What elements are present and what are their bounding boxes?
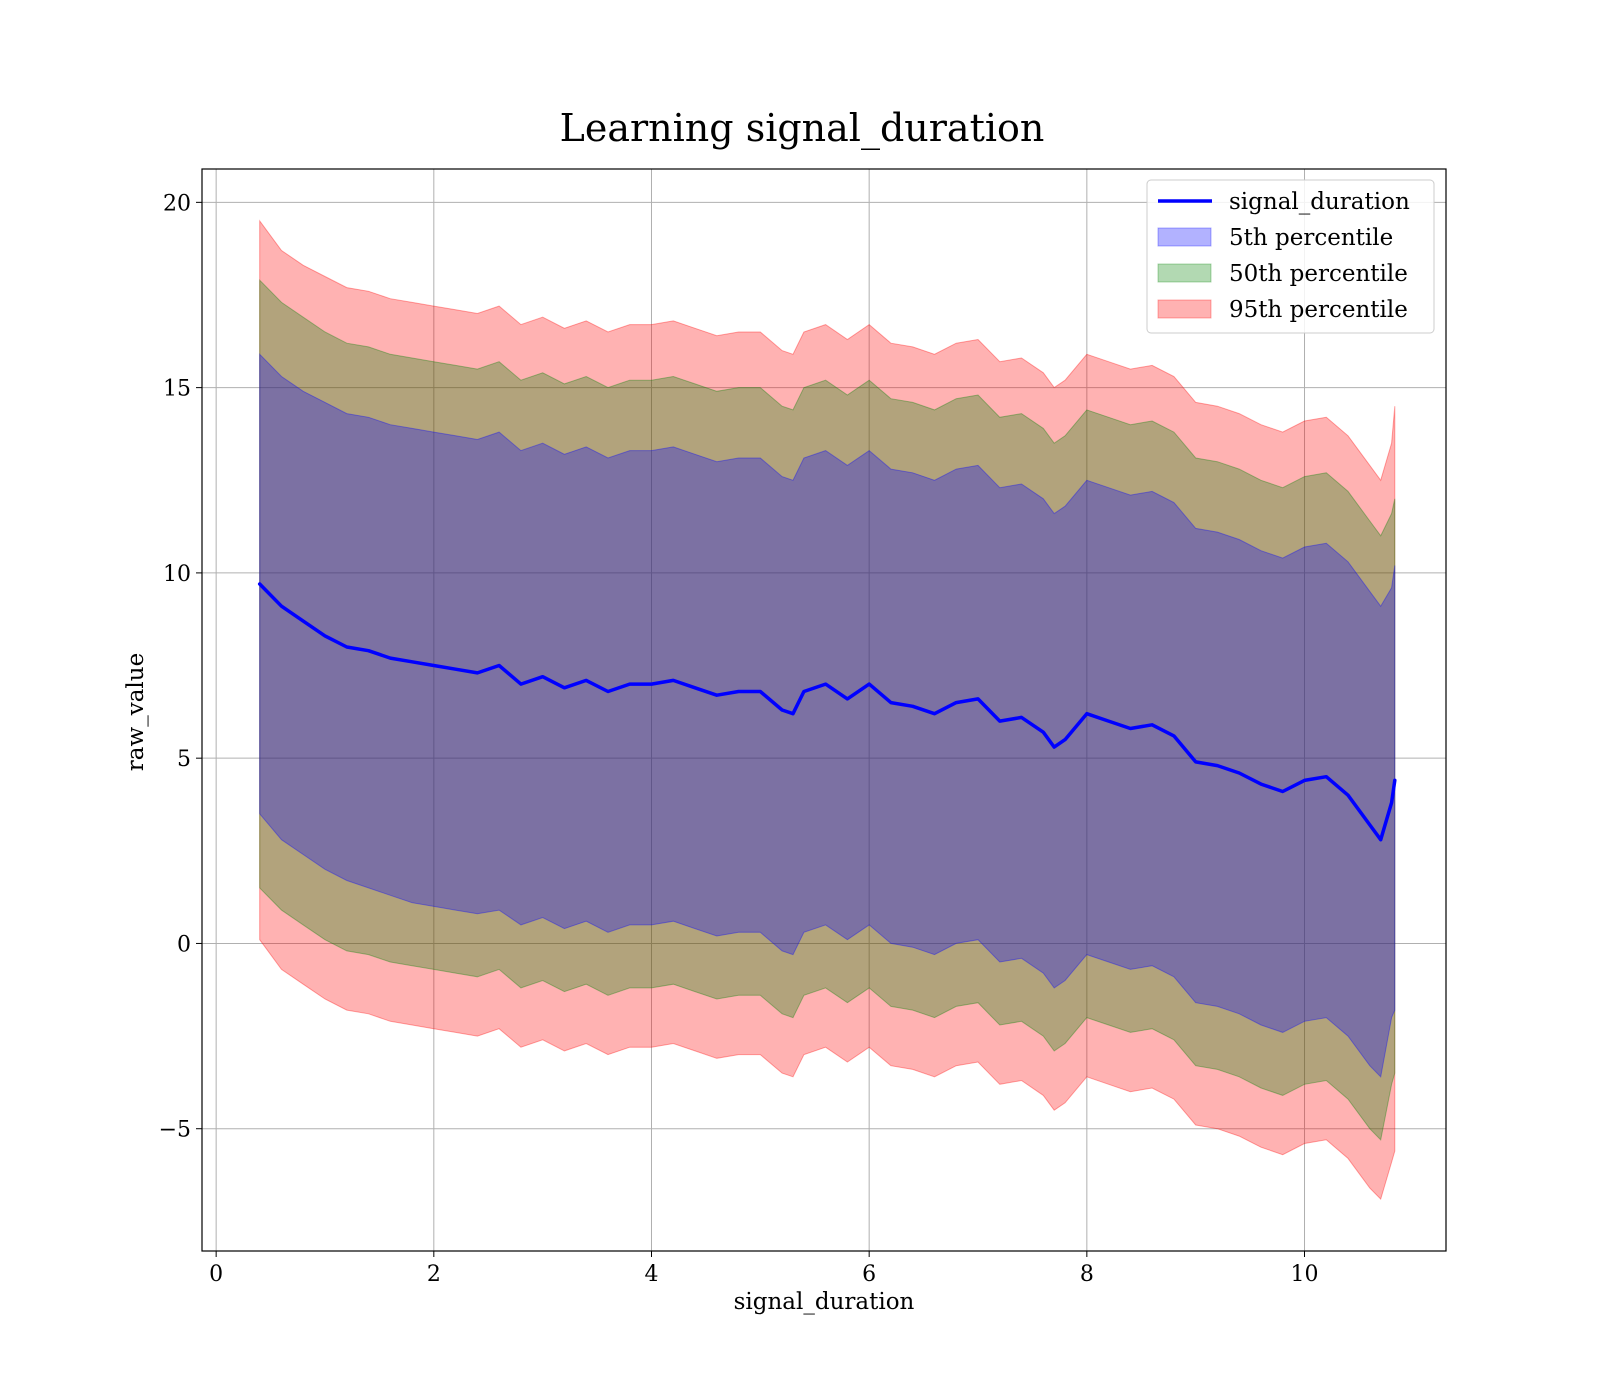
plot-area (201, 168, 1447, 1252)
grid-lines (202, 169, 1446, 1251)
y-tick-label: 5 (177, 747, 191, 772)
y-axis-label: raw_value (123, 653, 149, 771)
x-tick-label: 0 (209, 1262, 223, 1287)
x-tick-label: 2 (427, 1262, 441, 1287)
band-95th-percentile (259, 219, 1396, 1201)
legend-swatch-95th-percentile (1157, 299, 1212, 319)
x-tick-label: 6 (862, 1262, 876, 1287)
legend-box (1146, 179, 1435, 334)
legend-label-5th-percentile: 5th percentile (1229, 225, 1393, 251)
series-line-signal-duration (257, 582, 1397, 842)
y-tick-label: 20 (163, 191, 191, 216)
axis-ticks: 0 2 4 6 8 10 −5 0 5 10 15 20 (159, 191, 1319, 1287)
legend-swatch-50th-percentile (1157, 263, 1212, 283)
band-50th-percentile (259, 278, 1396, 1141)
legend-label-95th-percentile: 95th percentile (1229, 297, 1408, 323)
x-tick-label: 4 (644, 1262, 658, 1287)
x-tick-label: 10 (1291, 1262, 1319, 1287)
axes-frame (201, 168, 1447, 1252)
legend: signal_duration 5th percentile 50th perc… (1146, 179, 1435, 334)
chart-title: Learning signal_duration (560, 106, 1045, 151)
band-5th-percentile (259, 353, 1396, 1078)
y-tick-label: 15 (163, 377, 191, 402)
legend-label-50th-percentile: 50th percentile (1229, 261, 1408, 287)
x-tick-label: 8 (1080, 1262, 1094, 1287)
legend-swatch-5th-percentile (1157, 227, 1212, 247)
series-lines (257, 582, 1397, 842)
legend-label-signal-duration: signal_duration (1229, 189, 1410, 215)
y-tick-label: 0 (177, 932, 191, 957)
percentile-bands (259, 219, 1396, 1201)
x-axis-label: signal_duration (734, 1289, 915, 1315)
y-tick-label: −5 (159, 1118, 191, 1143)
y-tick-label: 10 (163, 562, 191, 587)
